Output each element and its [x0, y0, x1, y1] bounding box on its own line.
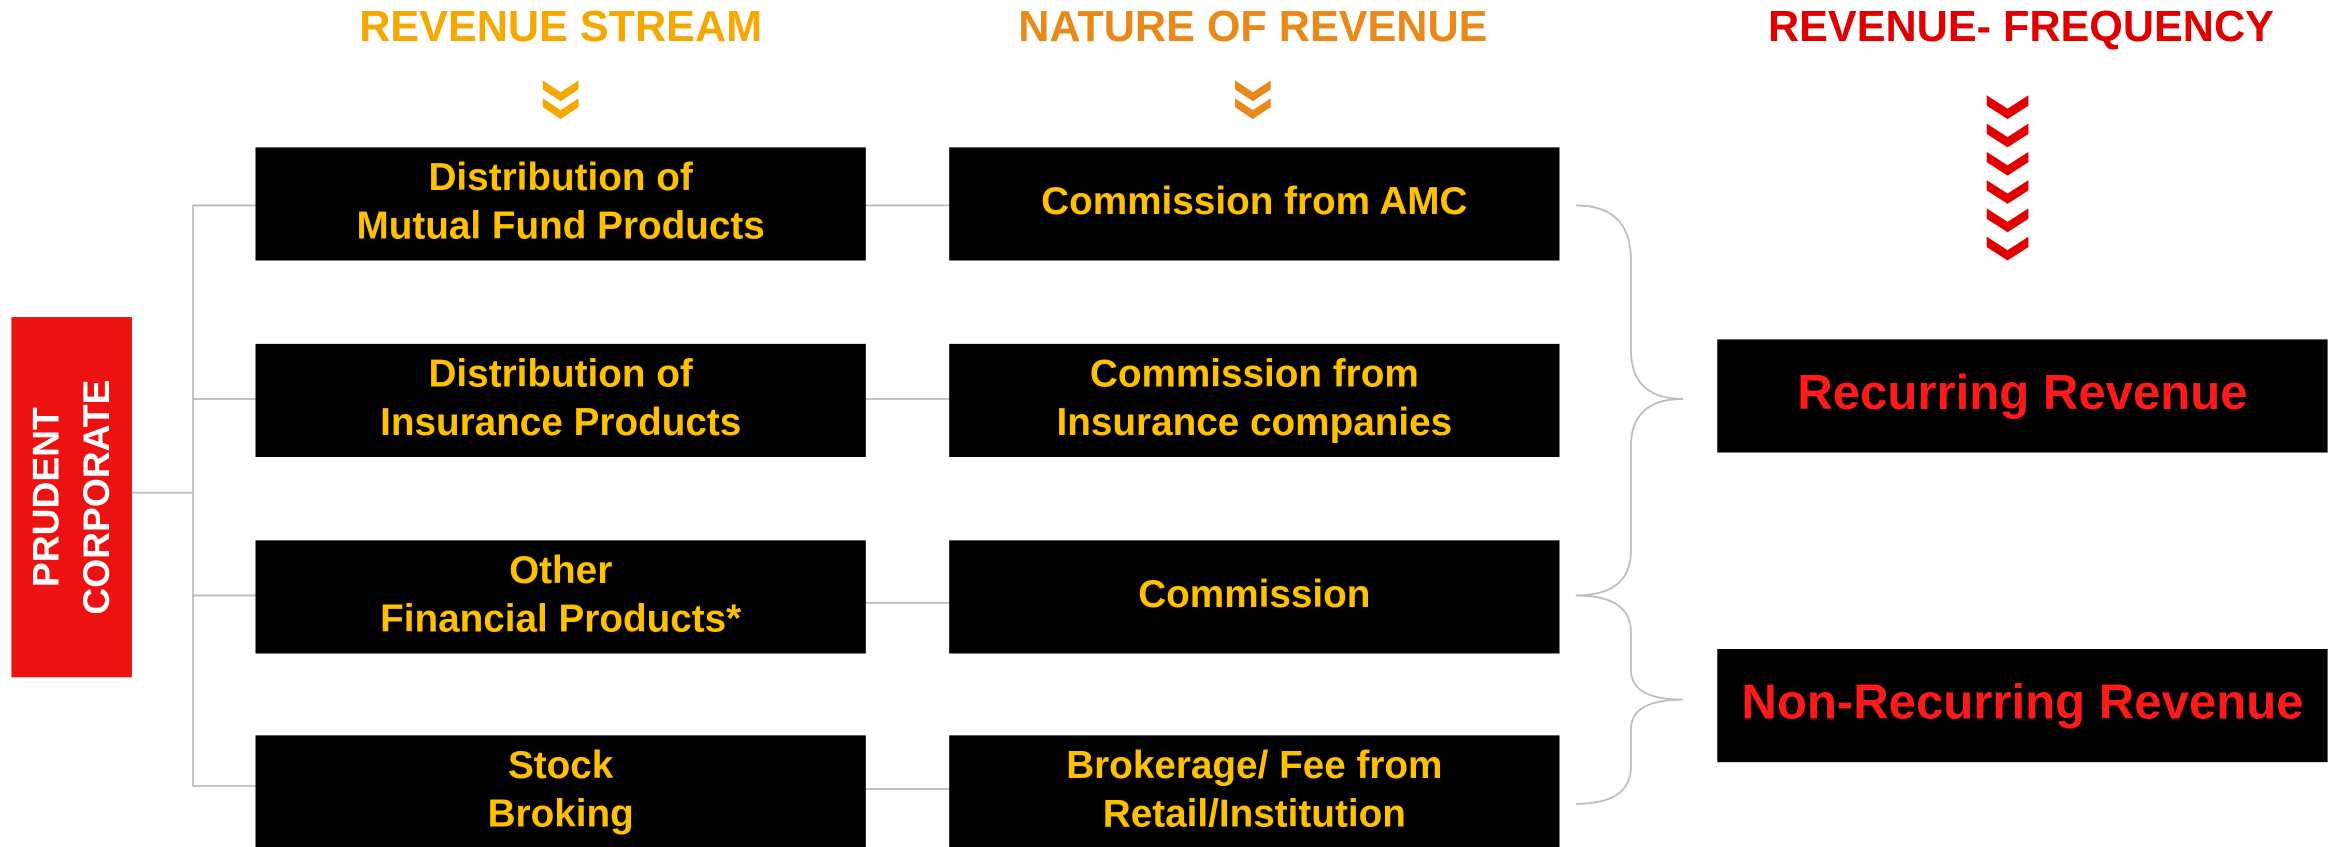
stream-label: Broking [488, 792, 634, 835]
stream-box [255, 540, 866, 654]
chevron [1986, 151, 2029, 176]
chevron [1986, 123, 2029, 148]
chevron [1986, 236, 2029, 261]
stream-label: Distribution of [428, 352, 692, 395]
stream-box [255, 735, 866, 847]
nature-box [949, 343, 1560, 457]
nature-label: Commission [1138, 573, 1370, 616]
brace [1575, 594, 1684, 805]
frequency-label: Recurring Revenue [1797, 366, 2247, 420]
chevron [1986, 95, 2029, 120]
nature-box [949, 147, 1560, 261]
nature-box [949, 540, 1560, 654]
stream-label: Distribution of [428, 156, 692, 199]
chevrons [542, 80, 2029, 261]
frequency-box [1717, 649, 2328, 763]
column-header: REVENUE STREAM [359, 3, 762, 51]
root-box [11, 317, 132, 678]
stream-label: Insurance Products [380, 401, 741, 444]
nature-label: Brokerage/ Fee from [1066, 744, 1442, 787]
root-label: PRUDENT [24, 407, 66, 587]
frequency-label: Non-Recurring Revenue [1741, 676, 2303, 730]
brace [1575, 204, 1684, 597]
nature-label: Insurance companies [1057, 401, 1453, 444]
nature-box [949, 735, 1560, 847]
chevron [1986, 208, 2029, 233]
stream-box [255, 147, 866, 261]
column-header: REVENUE- FREQUENCY [1768, 3, 2274, 51]
nature-label: Commission from [1090, 352, 1419, 395]
stream-label: Financial Products* [380, 597, 742, 640]
stream-label: Other [509, 549, 612, 592]
nature-label: Commission from AMC [1041, 180, 1467, 223]
stream-label: Mutual Fund Products [356, 204, 764, 247]
root-label: CORPORATE [75, 380, 117, 615]
nature-label: Retail/Institution [1103, 792, 1406, 835]
chevron [1986, 180, 2029, 204]
connectors [131, 204, 950, 790]
stream-label: Stock [508, 744, 614, 787]
stream-box [255, 343, 866, 457]
column-header: NATURE OF REVENUE [1018, 3, 1487, 51]
frequency-box [1717, 339, 2328, 453]
